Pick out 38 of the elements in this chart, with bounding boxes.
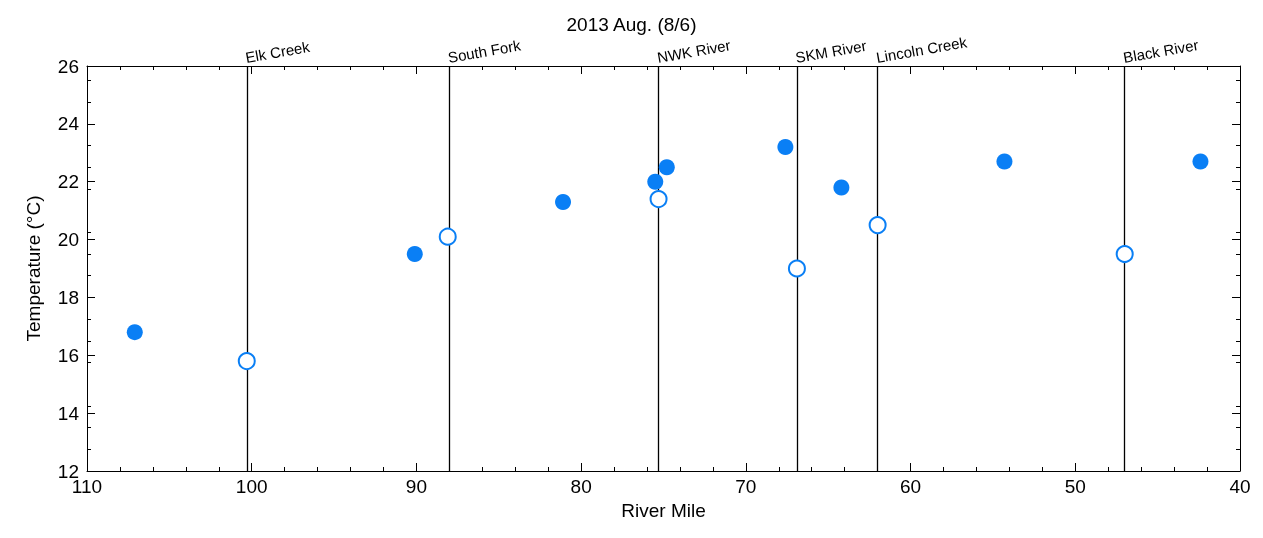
x-tick-label: 50 [1064, 476, 1086, 497]
ref-line-label: South Fork [446, 36, 523, 66]
x-tick-label: 80 [570, 476, 592, 497]
point [126, 324, 143, 341]
y-axis-title: Temperature (°C) [23, 195, 44, 342]
ref-line-label: Black River [1121, 36, 1200, 66]
x-tick-label: 40 [1229, 476, 1251, 497]
point [1192, 153, 1209, 170]
point [1115, 245, 1134, 264]
point [777, 139, 794, 155]
point [647, 173, 664, 190]
y-tick-label: 26 [57, 55, 79, 77]
point [787, 259, 806, 278]
y-tick-label: 22 [57, 171, 79, 193]
y-tick-label: 20 [57, 229, 79, 251]
y-tick-label: 14 [57, 402, 80, 424]
ref-line-label: Lincoln Creek [874, 33, 969, 66]
point [649, 190, 668, 209]
x-tick-label: 100 [235, 476, 268, 497]
x-axis-title: River Mile [621, 499, 706, 521]
x-tick-label: 60 [900, 476, 922, 497]
point [555, 193, 572, 210]
x-tick-label: 90 [405, 476, 427, 497]
point [237, 352, 256, 371]
chart-title: 2013 Aug. (8/6) [566, 14, 697, 35]
ref-line-label: SKM River [794, 36, 868, 66]
ref-line-label: NWK River [655, 36, 732, 66]
y-tick-label: 16 [57, 344, 79, 366]
y-tick-label: 18 [57, 286, 79, 308]
point [658, 159, 675, 176]
y-tick-label: 24 [57, 113, 80, 135]
point [833, 179, 850, 196]
point [438, 227, 457, 246]
point [996, 153, 1013, 170]
point [406, 246, 423, 263]
point [868, 216, 887, 235]
ref-line-label: Elk Creek [243, 37, 312, 66]
x-tick-label: 70 [735, 476, 757, 497]
